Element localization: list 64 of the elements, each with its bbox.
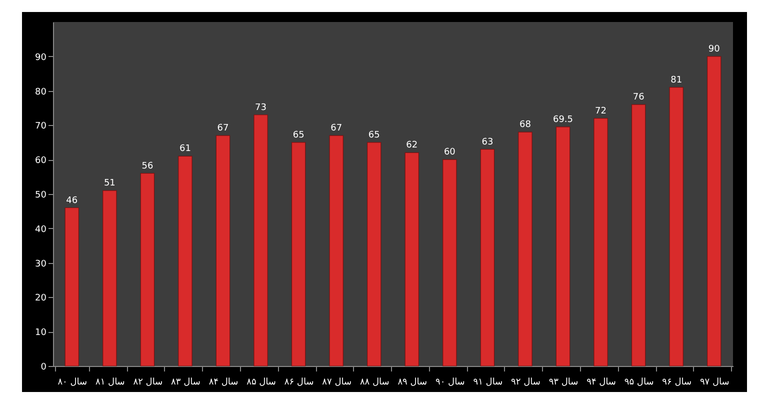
data-label: 76 bbox=[632, 92, 645, 103]
data-label: 61 bbox=[179, 144, 191, 154]
x-tick-label: سال ۹۷ bbox=[700, 378, 730, 388]
bar bbox=[291, 142, 306, 366]
y-tick-label: 60 bbox=[35, 156, 47, 166]
y-tick-label: 70 bbox=[35, 122, 47, 132]
bar bbox=[556, 126, 570, 366]
data-label: 46 bbox=[66, 196, 78, 206]
data-label: 51 bbox=[104, 178, 116, 189]
x-tick-label: سال ۸۱ bbox=[95, 378, 125, 388]
data-label: 65 bbox=[368, 130, 380, 140]
x-tick-label: سال ۸۹ bbox=[398, 378, 428, 388]
x-tick-label: سال ۹۲ bbox=[511, 378, 540, 388]
data-label: 81 bbox=[670, 75, 682, 86]
x-tick-label: سال ۸۷ bbox=[322, 378, 352, 388]
data-label: 72 bbox=[595, 106, 607, 116]
x-tick-label: سال ۹۳ bbox=[548, 378, 578, 388]
data-label: 67 bbox=[217, 124, 229, 134]
bar bbox=[442, 159, 457, 366]
y-tick-label: 0 bbox=[40, 362, 47, 372]
data-label: 65 bbox=[292, 130, 304, 140]
bar bbox=[518, 132, 532, 366]
x-tick-label: سال ۹۱ bbox=[473, 378, 503, 388]
data-label: 73 bbox=[255, 102, 267, 113]
bar bbox=[254, 114, 268, 366]
y-tick-label: 10 bbox=[35, 328, 47, 338]
bar bbox=[64, 207, 79, 366]
data-label: 90 bbox=[708, 44, 720, 54]
bar bbox=[102, 190, 117, 366]
x-tick-label: سال ۸۴ bbox=[208, 378, 238, 388]
data-label: 56 bbox=[142, 161, 154, 172]
bar bbox=[480, 148, 495, 366]
x-tick-label: سال ۹۰ bbox=[435, 378, 465, 388]
x-tick-label: سال ۸۶ bbox=[284, 378, 314, 388]
data-label: 62 bbox=[406, 140, 418, 151]
x-tick-label: سال ۸۳ bbox=[171, 378, 200, 388]
data-label: 63 bbox=[482, 137, 494, 148]
x-tick-label: سال ۸۲ bbox=[133, 378, 163, 388]
y-tick-label: 90 bbox=[35, 52, 47, 63]
x-tick-label: سال ۹۶ bbox=[662, 378, 692, 388]
bar bbox=[367, 142, 382, 366]
data-label: 67 bbox=[330, 124, 342, 134]
bar bbox=[707, 56, 722, 366]
x-tick-label: سال ۸۸ bbox=[360, 378, 390, 388]
data-label: 69.5 bbox=[552, 114, 574, 125]
y-tick-label: 40 bbox=[35, 224, 47, 235]
bar bbox=[329, 135, 344, 366]
x-tick-label: سال ۸۵ bbox=[246, 378, 276, 388]
bar bbox=[404, 152, 419, 366]
data-label: 60 bbox=[444, 148, 456, 158]
bar bbox=[178, 156, 192, 366]
x-tick-label: سال ۹۵ bbox=[624, 378, 654, 388]
data-label: 68 bbox=[519, 120, 532, 130]
y-tick-label: 80 bbox=[35, 87, 47, 98]
bar bbox=[594, 118, 608, 366]
y-tick-label: 20 bbox=[35, 294, 47, 304]
y-tick-label: 50 bbox=[35, 190, 47, 200]
x-tick-label: سال ۹۴ bbox=[586, 378, 616, 388]
bar bbox=[669, 87, 684, 366]
bar bbox=[631, 104, 646, 366]
bar bbox=[216, 135, 230, 366]
bar bbox=[140, 173, 155, 366]
x-tick-label: سال ۸۰ bbox=[58, 378, 88, 388]
y-tick-label: 30 bbox=[35, 259, 47, 270]
